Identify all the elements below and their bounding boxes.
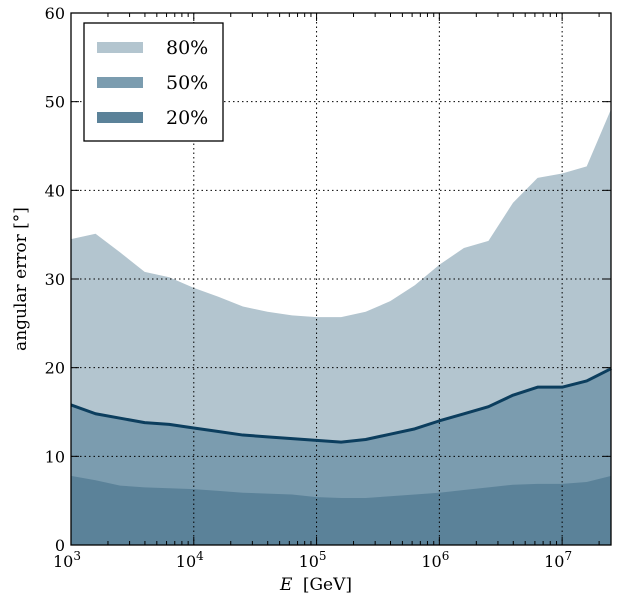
y-tick-labels: 0 10 20 30 40 50 60	[45, 4, 65, 555]
y-axis-label: angular error [°]	[11, 207, 31, 351]
legend-swatch	[97, 42, 143, 53]
y-tick-label: 40	[45, 181, 65, 200]
median-line-group	[70, 367, 612, 444]
legend-label: 20%	[166, 107, 208, 129]
y-tick-label: 0	[55, 536, 65, 555]
y-tick-label: 10	[45, 447, 65, 466]
y-tick-label: 20	[45, 359, 65, 378]
x-axis-variable: E	[279, 575, 293, 595]
y-tick-label: 30	[45, 270, 65, 289]
x-tick-label: 105	[299, 549, 327, 571]
grid-lines	[71, 13, 611, 545]
x-axis-label: E [GeV]	[279, 575, 352, 595]
x-axis-unit: [GeV]	[303, 575, 352, 595]
legend-label: 50%	[166, 72, 208, 94]
axis-ticks	[70, 12, 611, 546]
legend-swatch	[97, 112, 143, 123]
x-tick-label: 104	[176, 549, 204, 571]
y-tick-label: 50	[45, 93, 65, 112]
area-20-percent	[71, 475, 612, 545]
x-tick-label: 107	[544, 549, 572, 571]
x-tick-label: 106	[421, 549, 449, 571]
legend-swatch	[97, 77, 143, 88]
y-tick-label: 60	[45, 4, 65, 23]
area-series-group	[71, 108, 612, 545]
legend: 80% 50% 20%	[83, 22, 224, 142]
median-line	[70, 367, 612, 444]
legend-label: 80%	[166, 37, 208, 59]
x-tick-labels: 103 104 105 106 107	[53, 549, 572, 571]
x-tick-label: 103	[53, 549, 81, 571]
